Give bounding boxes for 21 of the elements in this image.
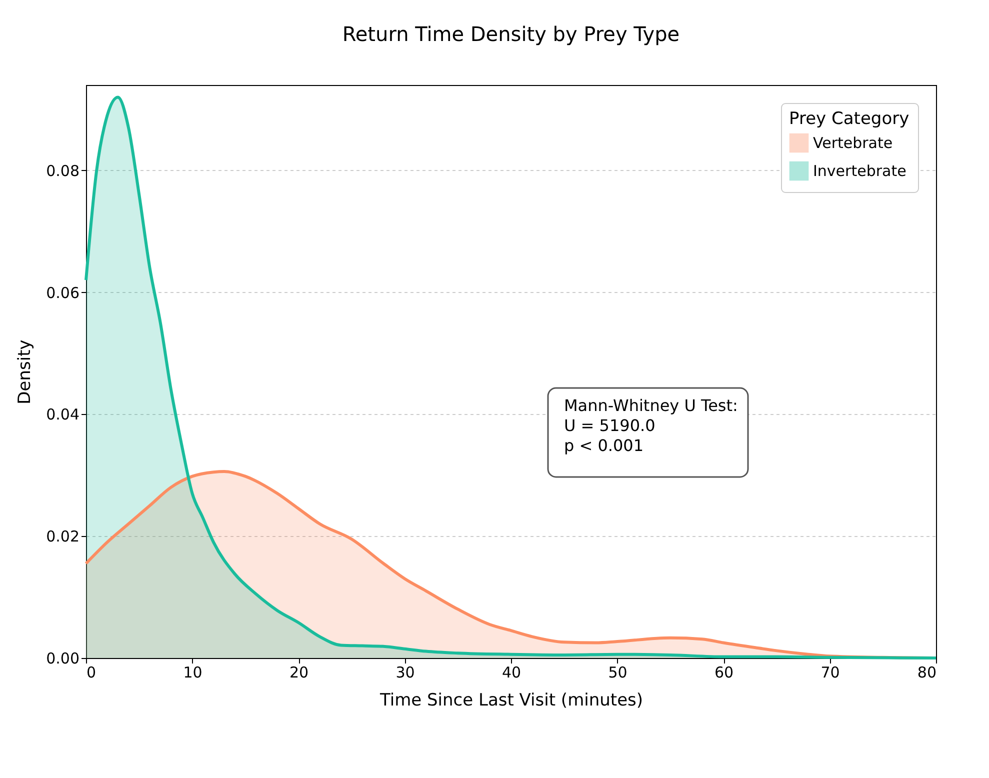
y-tick-label: 0.00 <box>46 650 80 668</box>
legend-title: Prey Category <box>789 109 910 129</box>
x-tick-label: 30 <box>396 664 415 682</box>
x-axis-title: Time Since Last Visit (minutes) <box>378 690 644 710</box>
y-tick-label: 0.02 <box>46 528 80 546</box>
x-tick-label: 50 <box>608 664 628 682</box>
y-axis-title: Density <box>15 340 36 404</box>
legend-label: Vertebrate <box>813 134 893 152</box>
y-tick-label: 0.06 <box>46 284 80 302</box>
x-tick-label: 80 <box>917 664 936 682</box>
x-tick-label: 40 <box>502 664 522 682</box>
x-tick-label: 60 <box>714 664 734 682</box>
legend-label: Invertebrate <box>813 162 906 180</box>
y-tick-label: 0.08 <box>46 162 80 180</box>
x-tick-label: 20 <box>289 664 309 682</box>
x-tick-label: 10 <box>183 664 202 682</box>
x-tick-label: 70 <box>820 664 840 682</box>
x-tick-label: 0 <box>86 664 96 682</box>
annotation: Mann-Whitney U Test: U = 5190.0 p < 0.001 <box>564 396 738 455</box>
y-tick-label: 0.04 <box>46 406 80 424</box>
chart-title: Return Time Density by Prey Type <box>342 22 680 46</box>
